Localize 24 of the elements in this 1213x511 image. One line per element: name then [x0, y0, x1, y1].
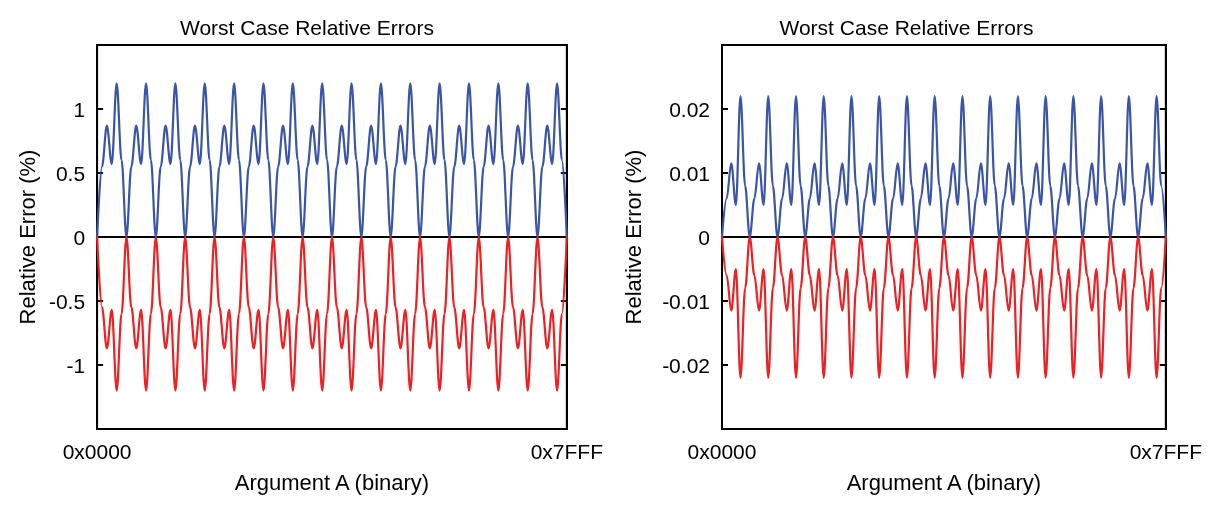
- x-tick-label: 0x7FFF: [530, 440, 603, 463]
- y-axis-title: Relative Error (%): [620, 149, 646, 325]
- y-tick-label: 1: [73, 97, 86, 121]
- line-series: [95, 82, 568, 239]
- x-tick-label: 0x0000: [62, 440, 132, 463]
- y-tick-label: 0.02: [669, 97, 710, 121]
- line-series: [720, 235, 1167, 379]
- y-tick-label: 0: [73, 225, 86, 249]
- y-axis-title: Relative Error (%): [14, 149, 40, 325]
- y-tick-label: -1: [66, 353, 86, 377]
- x-axis-title: Argument A (binary): [846, 469, 1042, 495]
- line-series: [720, 95, 1167, 239]
- x-tick-label: 0x0000: [687, 440, 757, 463]
- y-tick-label: 0.01: [669, 161, 710, 185]
- y-tick-label: 0: [698, 225, 710, 249]
- y-tick-label: -0.01: [662, 289, 710, 313]
- x-axis-title: Argument A (binary): [234, 469, 430, 495]
- x-tick-label: 0x7FFF: [1129, 440, 1202, 463]
- chart-title: Worst Case Relative Errors: [779, 16, 1034, 39]
- chart-title: Worst Case Relative Errors: [179, 16, 435, 39]
- line-series: [95, 235, 568, 392]
- y-tick-label: 0.5: [55, 161, 86, 185]
- y-tick-label: -0.02: [662, 353, 710, 377]
- y-tick-label: -0.5: [48, 289, 86, 313]
